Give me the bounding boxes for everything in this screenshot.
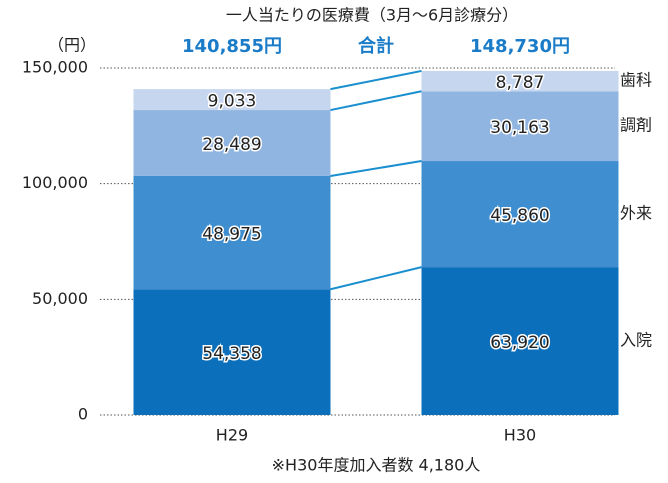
connector <box>330 266 422 291</box>
total-label: 148,730円 <box>470 36 570 57</box>
footnote: ※H30年度加入者数 4,180人 <box>272 456 481 475</box>
y-tick-label: 100,000 <box>22 173 88 192</box>
bar-segment <box>421 91 619 162</box>
data-label: 54,358 <box>202 344 261 364</box>
data-label: 8,787 <box>496 73 545 93</box>
y-tick-label: 0 <box>78 405 88 424</box>
connector <box>330 69 422 91</box>
bar-segment <box>133 89 331 111</box>
x-tick-label: H29 <box>216 426 248 445</box>
bar-segment <box>421 267 619 415</box>
y-tick-label: 150,000 <box>22 58 88 77</box>
total-label: 140,855円 <box>182 36 282 57</box>
data-label: 45,860 <box>490 206 549 226</box>
x-tick-label: H30 <box>504 426 536 445</box>
series-label: 歯科 <box>620 71 652 90</box>
series-label: 入院 <box>620 331 652 350</box>
y-tick-label: 50,000 <box>32 289 88 308</box>
bar-segment <box>421 161 619 268</box>
data-label: 48,975 <box>202 225 261 245</box>
bar-segment <box>133 175 331 290</box>
connector <box>330 90 422 112</box>
data-label: 63,920 <box>490 333 549 353</box>
data-label: 9,033 <box>208 92 257 112</box>
y-unit: （円） <box>48 36 96 55</box>
series-label: 調剤 <box>620 116 652 135</box>
bar-segment <box>421 70 619 92</box>
data-label: 30,163 <box>490 118 549 138</box>
connector <box>330 160 422 177</box>
series-label: 外来 <box>620 204 652 223</box>
total-title: 合計 <box>358 35 394 57</box>
data-label: 28,489 <box>202 135 261 155</box>
bar-segment <box>133 110 331 176</box>
chart-title: 一人当たりの医療費（3月〜6月診療分） <box>226 6 518 25</box>
bar-segment <box>133 289 331 415</box>
